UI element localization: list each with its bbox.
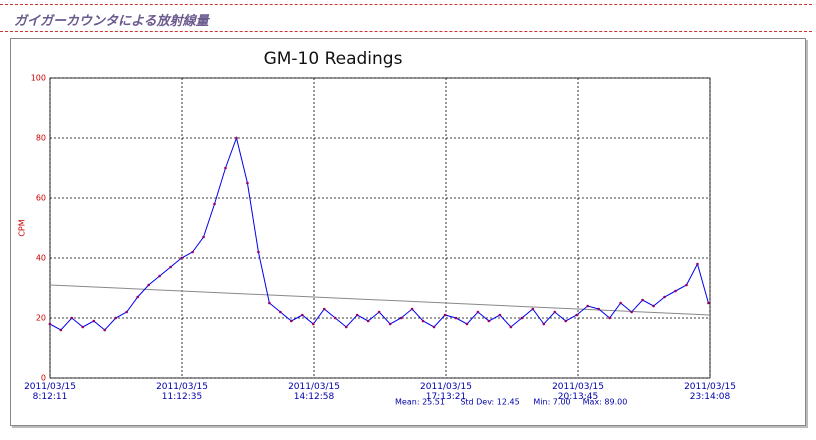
data-point bbox=[81, 325, 85, 329]
y-tick-label: 60 bbox=[36, 194, 46, 203]
data-point bbox=[696, 262, 699, 266]
data-point bbox=[268, 301, 271, 305]
data-point bbox=[674, 289, 677, 293]
y-tick-label: 100 bbox=[31, 74, 46, 83]
data-point bbox=[92, 319, 96, 323]
data-point bbox=[465, 322, 469, 326]
data-point bbox=[509, 325, 513, 329]
trend-line bbox=[49, 284, 711, 316]
data-point bbox=[246, 181, 249, 185]
data-point bbox=[125, 310, 128, 314]
data-point bbox=[564, 319, 568, 323]
header: ガイガーカウンタによる放射線量 bbox=[0, 4, 812, 32]
data-point bbox=[542, 322, 546, 326]
y-tick-label: 80 bbox=[36, 134, 46, 143]
data-point bbox=[202, 235, 205, 239]
y-tick-label: 40 bbox=[36, 254, 46, 263]
plot-border bbox=[49, 77, 711, 379]
data-point bbox=[597, 307, 600, 311]
data-point bbox=[257, 250, 260, 254]
data-point bbox=[608, 316, 611, 320]
chart-frame bbox=[10, 38, 806, 426]
y-tick-label: 0 bbox=[41, 374, 46, 383]
stat-label: Min: 7.00 bbox=[533, 398, 570, 407]
data-point bbox=[366, 319, 370, 323]
chart-title: GM-10 Readings bbox=[264, 49, 403, 69]
x-tick-label: 2011/03/15 17:13:21 bbox=[420, 382, 472, 402]
stat-label: Mean: 25.51 bbox=[395, 398, 445, 407]
data-point bbox=[70, 316, 74, 320]
data-point bbox=[333, 316, 337, 320]
stat-label: Max: 89.00 bbox=[583, 398, 628, 407]
data-point bbox=[301, 313, 304, 317]
data-point bbox=[399, 316, 403, 320]
data-point bbox=[377, 310, 381, 314]
data-point bbox=[685, 283, 688, 287]
data-point bbox=[553, 310, 557, 314]
data-point bbox=[103, 328, 107, 332]
data-point bbox=[224, 166, 227, 170]
data-point bbox=[531, 307, 535, 311]
data-point bbox=[520, 316, 524, 320]
data-point bbox=[279, 310, 282, 314]
data-point bbox=[114, 316, 118, 320]
data-point bbox=[652, 304, 655, 308]
data-point bbox=[641, 298, 644, 302]
data-point bbox=[421, 319, 425, 323]
data-point bbox=[432, 325, 436, 329]
data-point bbox=[410, 307, 414, 311]
y-axis-label: CPM bbox=[18, 219, 27, 236]
data-point bbox=[388, 322, 392, 326]
data-point bbox=[663, 295, 666, 299]
data-point bbox=[213, 202, 216, 206]
data-point bbox=[59, 328, 63, 332]
data-point bbox=[476, 310, 480, 314]
data-point bbox=[707, 301, 710, 305]
data-point bbox=[180, 256, 183, 260]
data-point bbox=[619, 301, 622, 305]
data-point bbox=[322, 307, 326, 311]
data-point bbox=[136, 295, 139, 299]
data-point bbox=[498, 313, 502, 317]
data-point bbox=[586, 304, 590, 308]
x-tick-label: 2011/03/15 23:14:08 bbox=[684, 382, 736, 402]
data-point bbox=[443, 313, 447, 317]
data-point bbox=[355, 313, 359, 317]
data-point bbox=[454, 316, 458, 320]
stat-label: Std Dev: 12.45 bbox=[460, 398, 519, 407]
data-line bbox=[49, 136, 709, 331]
data-point bbox=[48, 322, 52, 326]
data-point bbox=[147, 283, 150, 287]
y-tick-label: 20 bbox=[36, 314, 46, 323]
x-tick-label: 2011/03/15 11:12:35 bbox=[156, 382, 208, 402]
data-point bbox=[169, 265, 172, 269]
data-point bbox=[575, 313, 579, 317]
data-point bbox=[191, 250, 194, 254]
data-point bbox=[630, 310, 633, 314]
data-point bbox=[311, 322, 315, 326]
x-tick-label: 2011/03/15 20:13:45 bbox=[552, 382, 604, 402]
x-tick-label: 2011/03/15 8:12:11 bbox=[24, 382, 76, 402]
data-point bbox=[344, 325, 348, 329]
header-title: ガイガーカウンタによる放射線量 bbox=[14, 14, 209, 29]
data-point bbox=[487, 319, 491, 323]
data-point bbox=[290, 319, 293, 323]
data-point bbox=[158, 274, 161, 278]
x-tick-label: 2011/03/15 14:12:58 bbox=[288, 382, 340, 402]
data-point bbox=[235, 136, 238, 140]
